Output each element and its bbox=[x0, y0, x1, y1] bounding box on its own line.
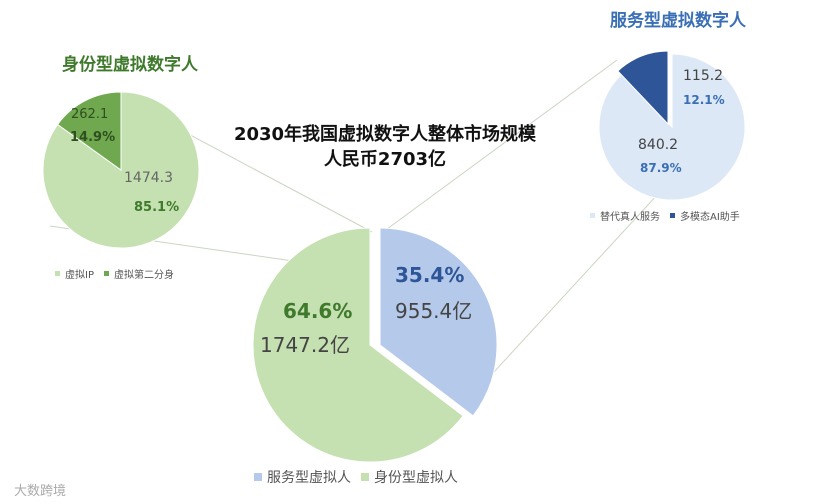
legend-label: 虚拟第二分身 bbox=[113, 270, 174, 281]
identity-avatar-value: 262.1 bbox=[71, 107, 108, 122]
service-human-percent: 87.9% bbox=[640, 161, 682, 175]
main-slice-service bbox=[379, 227, 498, 417]
main-identity-value: 1747.2亿 bbox=[260, 333, 350, 357]
legend-swatch bbox=[103, 271, 109, 276]
identity-slice-virtual-avatar bbox=[56, 91, 122, 171]
legend-swatch bbox=[590, 213, 595, 218]
service-slice-human-replacement bbox=[598, 53, 746, 201]
legend-item-virtual-ip: 虚拟IP bbox=[55, 266, 94, 281]
main-service-percent: 35.4% bbox=[395, 263, 464, 287]
legend-swatch bbox=[254, 473, 262, 481]
main-service-value: 955.4亿 bbox=[395, 299, 472, 323]
main-slice-identity bbox=[252, 227, 464, 463]
legend-item-service-type: 服务型虚拟人 bbox=[254, 467, 351, 487]
service-ai-percent: 12.1% bbox=[683, 93, 725, 107]
main-identity-percent: 64.6% bbox=[283, 299, 352, 323]
service-pie-title: 服务型虚拟数字人 bbox=[610, 11, 746, 31]
connector-line bbox=[382, 59, 618, 233]
service-slice-multimodal-ai bbox=[617, 50, 669, 126]
legend-label: 多模态AI助手 bbox=[680, 212, 740, 223]
service-ai-value: 115.2 bbox=[683, 68, 723, 84]
identity-pie-title: 身份型虚拟数字人 bbox=[62, 55, 198, 75]
identity-ip-percent: 85.1% bbox=[134, 200, 179, 215]
main-title-line-2: 人民币2703亿 bbox=[323, 149, 447, 170]
service-pie-legend: 替代真人服务 多模态AI助手 bbox=[590, 208, 750, 223]
identity-avatar-percent: 14.9% bbox=[70, 130, 115, 145]
legend-swatch bbox=[361, 473, 369, 481]
connector-line bbox=[469, 180, 671, 399]
watermark: 大数跨境 bbox=[14, 484, 67, 499]
legend-label: 服务型虚拟人 bbox=[267, 470, 351, 486]
legend-item-virtual-avatar: 虚拟第二分身 bbox=[103, 266, 174, 281]
identity-pie: 262.1 14.9% 1474.3 85.1% bbox=[42, 91, 200, 249]
legend-label: 身份型虚拟人 bbox=[374, 470, 458, 486]
legend-item-identity-type: 身份型虚拟人 bbox=[361, 467, 458, 487]
identity-pie-legend: 虚拟IP 虚拟第二分身 bbox=[55, 266, 184, 281]
legend-label: 替代真人服务 bbox=[600, 212, 660, 223]
main-pie-legend: 服务型虚拟人 身份型虚拟人 bbox=[254, 467, 468, 487]
main-title: 2030年我国虚拟数字人整体市场规模 人民币2703亿 bbox=[205, 122, 565, 172]
service-human-value: 840.2 bbox=[638, 137, 678, 153]
service-pie: 115.2 12.1% 840.2 87.9% bbox=[598, 50, 746, 201]
identity-ip-value: 1474.3 bbox=[124, 170, 173, 186]
legend-swatch bbox=[55, 271, 60, 276]
legend-swatch bbox=[670, 213, 675, 218]
legend-item-multimodal-ai: 多模态AI助手 bbox=[670, 208, 740, 223]
legend-item-human-replacement: 替代真人服务 bbox=[590, 208, 660, 223]
legend-label: 虚拟IP bbox=[65, 270, 94, 281]
main-pie: 35.4% 955.4亿 64.6% 1747.2亿 bbox=[252, 227, 498, 463]
main-title-line-1: 2030年我国虚拟数字人整体市场规模 bbox=[233, 124, 537, 145]
